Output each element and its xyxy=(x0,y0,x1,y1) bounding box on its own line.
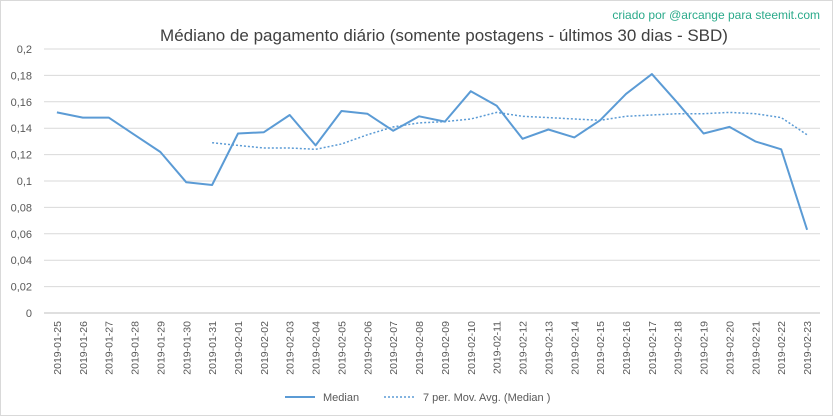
y-tick-label: 0,12 xyxy=(11,150,32,162)
legend: Median 7 per. Mov. Avg. (Median ) xyxy=(285,392,550,404)
y-tick-label: 0,18 xyxy=(11,70,32,82)
x-tick-label: 2019-02-19 xyxy=(699,321,711,375)
y-tick-label: 0,1 xyxy=(17,176,32,188)
legend-label: Median xyxy=(323,392,359,404)
x-tick-label: 2019-02-13 xyxy=(543,321,555,375)
chart-title: Médiano de pagamento diário (somente pos… xyxy=(160,26,728,45)
y-tick-label: 0,04 xyxy=(11,255,32,267)
x-axis-ticks: 2019-01-25 2019-01-26 2019-01-27 2019-01-28… xyxy=(44,312,820,375)
x-tick-label: 2019-02-16 xyxy=(621,321,633,375)
y-axis-ticks: 0 0,02 0,04 0,06 0,08 0,1 0,12 0,14 0,16 0,18 0,2 xyxy=(11,44,32,320)
series-lines xyxy=(56,73,809,231)
y-tick-label: 0,06 xyxy=(11,229,32,241)
x-tick-label: 2019-02-20 xyxy=(724,321,736,375)
gridlines xyxy=(44,48,820,314)
y-tick-label: 0,08 xyxy=(11,202,32,214)
x-tick-label: 2019-01-25 xyxy=(52,321,64,375)
x-tick-label: 2019-02-10 xyxy=(466,321,478,375)
x-tick-label: 2019-01-31 xyxy=(207,321,219,375)
x-tick-label: 2019-02-02 xyxy=(259,321,271,375)
x-tick-label: 2019-01-28 xyxy=(130,321,142,375)
x-tick-label: 2019-02-18 xyxy=(673,321,685,375)
x-tick-label: 2019-02-12 xyxy=(518,321,530,375)
x-tick-label: 2019-02-07 xyxy=(388,321,400,375)
median-line xyxy=(56,73,809,231)
x-tick-label: 2019-02-09 xyxy=(440,321,452,375)
x-tick-label: 2019-02-21 xyxy=(750,321,762,375)
x-tick-label: 2019-02-08 xyxy=(414,321,426,375)
x-tick-label: 2019-01-30 xyxy=(181,321,193,375)
x-tick-label: 2019-02-06 xyxy=(362,321,374,375)
x-tick-label: 2019-01-29 xyxy=(155,321,167,375)
x-tick-label: 2019-02-05 xyxy=(336,321,348,375)
x-tick-label: 2019-02-15 xyxy=(595,321,607,375)
y-tick-label: 0 xyxy=(26,308,32,320)
x-tick-label: 2019-02-23 xyxy=(802,321,814,375)
y-tick-label: 0,14 xyxy=(11,123,32,135)
x-tick-label: 2019-02-14 xyxy=(569,321,581,375)
y-tick-label: 0,2 xyxy=(17,44,32,56)
x-tick-label: 2019-02-17 xyxy=(647,321,659,375)
x-tick-label: 2019-02-03 xyxy=(285,321,297,375)
y-tick-label: 0,02 xyxy=(11,282,32,294)
x-tick-label: 2019-02-04 xyxy=(311,321,323,375)
credit-text[interactable]: criado por @arcange para steemit.com xyxy=(612,8,820,22)
x-tick-label: 2019-02-22 xyxy=(776,321,788,375)
x-tick-label: 2019-01-27 xyxy=(104,321,116,375)
y-tick-label: 0,16 xyxy=(11,97,32,109)
moving-average-line xyxy=(212,111,808,151)
x-tick-label: 2019-02-11 xyxy=(492,321,504,374)
legend-label: 7 per. Mov. Avg. (Median ) xyxy=(423,392,550,404)
x-tick-label: 2019-01-26 xyxy=(78,321,90,375)
x-tick-label: 2019-02-01 xyxy=(233,321,245,375)
